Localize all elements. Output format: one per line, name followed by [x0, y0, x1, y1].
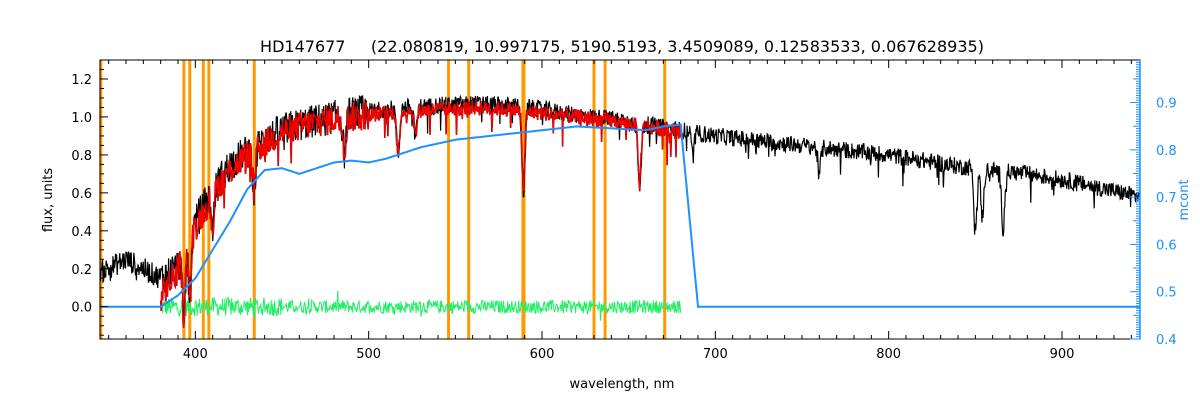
- x-tick-label: 600: [530, 347, 555, 362]
- x-axis-title: wavelength, nm: [570, 377, 675, 392]
- model-series: [160, 99, 682, 328]
- x-tick-label: 400: [183, 347, 208, 362]
- x-tick-label: 800: [876, 347, 901, 362]
- y2-axis-title: mcont: [1177, 179, 1192, 220]
- y2-axis: 0.4 0.5 0.6 0.7 0.8 0.9: [1130, 60, 1177, 348]
- y2-tick-label: 0.9: [1156, 97, 1177, 112]
- x-tick-label: 500: [356, 347, 381, 362]
- y2-tick-label: 0.4: [1156, 333, 1177, 348]
- continuum-series: [100, 123, 1140, 308]
- y-tick-label: 1.2: [71, 73, 92, 88]
- x-tick-label: 700: [703, 347, 728, 362]
- y2-tick-label: 0.7: [1156, 191, 1177, 206]
- y-tick-label: 0.4: [71, 225, 92, 240]
- y-axis: 0.0 0.2 0.4 0.6 0.8 1.0 1.2: [71, 68, 108, 336]
- residuals-layer: [160, 290, 682, 321]
- y2-tick-label: 0.5: [1156, 286, 1177, 301]
- y-tick-label: 0.8: [71, 149, 92, 164]
- chart-title: HD147677 (22.080819, 10.997175, 5190.519…: [260, 37, 984, 56]
- x-axis: 400 500 600 700 800 900: [108, 60, 1132, 362]
- y-axis-title: flux, units: [41, 168, 56, 233]
- residuals-series: [160, 290, 682, 321]
- continuum-layer: [100, 123, 1140, 308]
- model-layer: [159, 99, 682, 328]
- y-tick-label: 0.6: [71, 187, 92, 202]
- y-tick-label: 0.2: [71, 263, 92, 278]
- x-tick-label: 900: [1050, 347, 1075, 362]
- y-tick-label: 1.0: [71, 111, 92, 126]
- y2-tick-label: 0.8: [1156, 144, 1177, 159]
- y2-tick-label: 0.6: [1156, 238, 1177, 253]
- y-tick-label: 0.0: [71, 301, 92, 316]
